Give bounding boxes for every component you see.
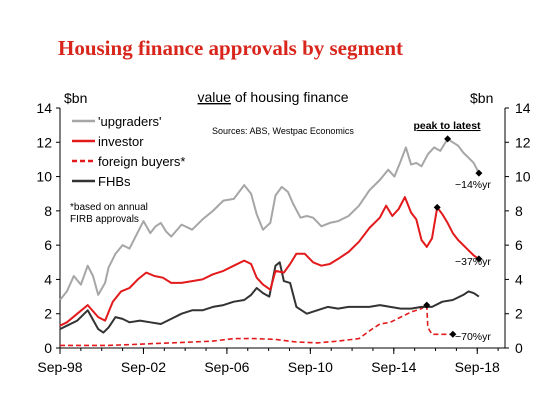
x-tick-label: Sep-14: [371, 359, 416, 375]
x-tick-label: Sep-10: [288, 359, 333, 375]
y-tick-label-right: 4: [515, 271, 523, 287]
y-tick-label-left: 4: [44, 271, 52, 287]
y-tick-label-left: 8: [44, 203, 52, 219]
series-line-2: [60, 304, 453, 347]
peak-marker: [444, 135, 452, 143]
y-tick-label-left: 0: [44, 340, 52, 356]
y-tick-label-left: 14: [36, 100, 52, 116]
x-tick-label: Sep-06: [204, 359, 249, 375]
y-tick-label-right: 0: [515, 340, 523, 356]
page-title: Housing finance approvals by segment: [58, 36, 403, 60]
legend-label: 'upgraders': [98, 114, 162, 129]
y-tick-label-left: 10: [36, 169, 52, 185]
latest-marker: [475, 169, 483, 177]
footnote-line-1: *based on annual: [70, 202, 148, 213]
series-line-3: [59, 261, 480, 334]
y-tick-label-right: 14: [515, 100, 531, 116]
chart-legend: 'upgraders' investor foreign buyers* FHBs: [72, 114, 185, 189]
y-tick-label-left: 2: [44, 306, 52, 322]
x-tick-label: Sep-02: [121, 359, 166, 375]
chart-series: [59, 137, 480, 347]
chart-title: value of housing finance: [198, 89, 349, 105]
change-annotation: −37%yr: [455, 256, 491, 268]
y-tick-label-right: 10: [515, 169, 531, 185]
y-tick-label-left: 6: [44, 237, 52, 253]
footnote-line-2: FIRB approvals: [70, 214, 139, 225]
series-line-0: [59, 137, 480, 301]
chart-annotations: −14%yr −37%yr −70%yr: [423, 135, 491, 343]
y-tick-label-right: 12: [515, 134, 531, 150]
series-line-1: [59, 196, 480, 327]
legend-label: investor: [98, 134, 144, 149]
change-annotation: −70%yr: [455, 331, 491, 343]
source-note: Sources: ABS, Westpac Economics: [212, 126, 354, 136]
y-tick-label-left: 12: [36, 134, 52, 150]
x-tick-label: Sep-98: [37, 359, 82, 375]
x-tick-label: Sep-18: [455, 359, 500, 375]
chart-axes: 0 0 2 2 4 4 6 6 8 8 10 10 12 12 14 14 Sep-98 Sep-02 Sep-06…: [36, 100, 530, 375]
latest-marker: [475, 255, 483, 263]
y-axis-unit-left: $bn: [64, 90, 87, 106]
chart-title-emphasis: value: [198, 89, 232, 105]
y-tick-label-right: 6: [515, 237, 523, 253]
legend-label: FHBs: [98, 174, 131, 189]
y-tick-label-right: 8: [515, 203, 523, 219]
change-annotation: −14%yr: [455, 179, 491, 191]
peak-marker: [433, 203, 441, 211]
latest-marker: [449, 330, 457, 338]
y-tick-label-right: 2: [515, 306, 523, 322]
peak-marker: [423, 301, 431, 309]
peak-to-latest-label: peak to latest: [413, 120, 481, 132]
y-axis-unit-right: $bn: [470, 90, 493, 106]
legend-label: foreign buyers*: [98, 154, 185, 169]
chart-title-rest: of housing finance: [231, 89, 349, 105]
